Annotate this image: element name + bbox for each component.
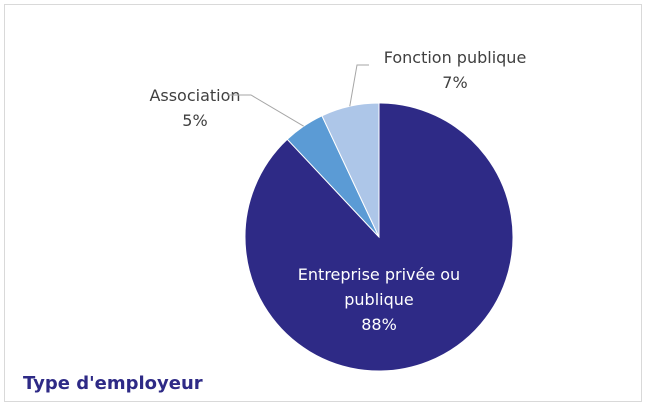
chart-frame: Entreprise privée ou publique 88% Associati… <box>4 4 642 402</box>
pie-slice-2 <box>321 102 380 238</box>
slice-2-label: Fonction publique <box>384 48 527 67</box>
slice-0-value: 88% <box>361 315 397 334</box>
slice-2-leader-line <box>349 64 369 107</box>
pie-chart: Entreprise privée ou publique 88% Associati… <box>149 48 527 372</box>
slice-2-value: 7% <box>442 73 467 92</box>
chart-title: Type d'employeur <box>23 373 203 394</box>
slice-1-label: Association <box>149 86 240 105</box>
slice-1-leader-line <box>227 94 304 127</box>
slice-0-label-line1: Entreprise privée ou <box>298 265 460 284</box>
slice-1-value: 5% <box>182 111 207 130</box>
slice-0-label-line2: publique <box>344 290 413 309</box>
